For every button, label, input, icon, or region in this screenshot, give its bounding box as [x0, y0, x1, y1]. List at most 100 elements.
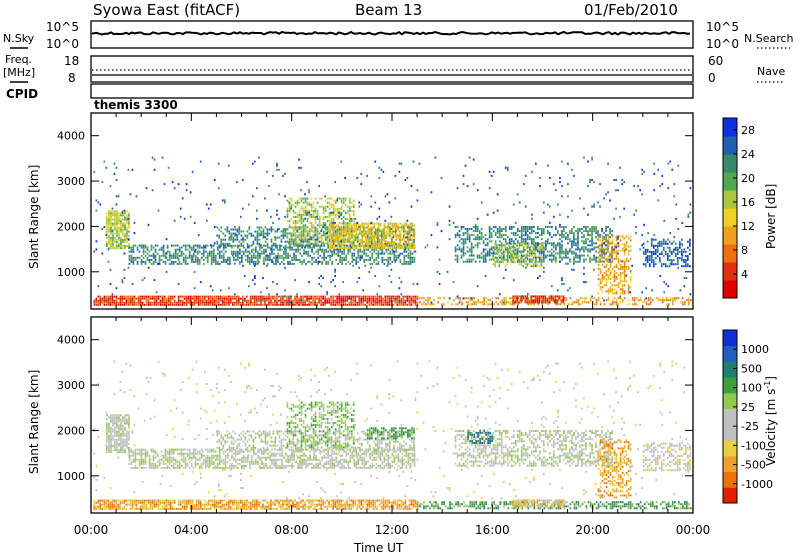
- data-cell: [331, 262, 333, 265]
- data-cell: [114, 247, 116, 250]
- data-cell: [350, 209, 353, 212]
- data-cell: [203, 301, 206, 304]
- data-cell: [383, 234, 386, 237]
- data-cell: [333, 226, 335, 229]
- data-cell: [545, 226, 547, 228]
- data-cell: [190, 246, 193, 249]
- data-cell: [475, 301, 477, 304]
- data-cell: [331, 238, 333, 241]
- data-cell: [196, 250, 199, 253]
- data-cell: [193, 250, 196, 253]
- data-cell: [334, 275, 336, 277]
- data-cell: [553, 242, 555, 245]
- data-cell: [316, 224, 319, 227]
- data-cell: [308, 295, 310, 298]
- data-cell: [526, 295, 529, 298]
- data-cell: [467, 301, 469, 304]
- data-cell: [234, 297, 236, 300]
- data-cell: [294, 279, 296, 282]
- data-cell: [388, 299, 391, 302]
- data-cell: [352, 209, 355, 212]
- data-cell: [185, 301, 188, 304]
- data-cell: [660, 240, 663, 243]
- data-cell: [296, 199, 299, 202]
- data-cell: [623, 263, 626, 266]
- data-cell: [373, 226, 376, 229]
- data-cell: [456, 260, 459, 263]
- data-cell: [310, 238, 312, 241]
- data-cell: [609, 265, 612, 268]
- data-cell: [569, 230, 571, 233]
- data-cell: [356, 303, 359, 306]
- data-cell: [279, 244, 281, 247]
- data-cell: [345, 258, 347, 261]
- data-cell: [510, 238, 513, 241]
- data-cell: [408, 297, 411, 300]
- data-cell: [470, 248, 473, 251]
- data-cell: [150, 248, 153, 251]
- nsearch-tick-top: 10^5: [706, 20, 739, 34]
- data-cell: [370, 299, 373, 302]
- data-cell: [182, 244, 185, 247]
- data-cell: [133, 299, 136, 302]
- data-cell: [615, 255, 618, 258]
- data-cell: [296, 303, 298, 306]
- data-cell: [597, 256, 599, 259]
- data-cell: [144, 246, 147, 249]
- data-cell: [288, 299, 290, 302]
- data-cell: [627, 265, 630, 268]
- data-cell: [338, 215, 340, 218]
- data-cell: [534, 299, 537, 302]
- data-cell: [613, 245, 616, 248]
- data-cell: [126, 218, 128, 221]
- nsky-tick-top: 10^5: [46, 20, 79, 34]
- data-cell: [607, 255, 610, 258]
- data-cell: [106, 216, 108, 219]
- data-cell: [467, 303, 469, 306]
- data-cell: [249, 262, 251, 265]
- data-cell: [292, 203, 295, 206]
- data-cell: [355, 245, 358, 247]
- data-cell: [108, 234, 110, 237]
- data-cell: [619, 274, 622, 277]
- data-cell: [232, 254, 234, 257]
- freq-tick-bottom: 8: [68, 71, 76, 85]
- data-cell: [510, 228, 513, 230]
- data-cell: [213, 179, 216, 181]
- data-cell: [304, 226, 307, 229]
- data-cell: [583, 234, 585, 237]
- data-cell: [348, 213, 351, 216]
- data-cell: [515, 301, 518, 304]
- data-cell: [627, 253, 630, 256]
- nsky-trace: [91, 30, 691, 36]
- data-cell: [615, 239, 618, 242]
- data-cell: [599, 267, 602, 270]
- data-cell: [532, 250, 535, 253]
- data-cell: [383, 232, 386, 235]
- data-cell: [215, 303, 218, 306]
- data-cell: [371, 236, 374, 239]
- data-cell: [593, 230, 595, 233]
- data-cell: [571, 228, 573, 230]
- data-cell: [510, 242, 513, 245]
- data-cell: [431, 303, 433, 306]
- data-cell: [127, 297, 130, 300]
- data-cell: [613, 274, 616, 277]
- data-cell: [377, 250, 380, 253]
- data-cell: [320, 299, 322, 302]
- data-cell: [685, 250, 687, 253]
- data-cell: [242, 264, 244, 267]
- data-cell: [112, 218, 114, 221]
- data-cell: [124, 245, 126, 247]
- data-cell: [488, 258, 491, 261]
- data-cell: [199, 301, 202, 304]
- data-cell: [485, 297, 487, 300]
- data-cell: [395, 245, 398, 247]
- data-cell: [137, 299, 140, 302]
- data-cell: [147, 301, 150, 304]
- data-cell: [474, 244, 477, 247]
- data-cell: [202, 248, 205, 251]
- data-cell: [374, 301, 377, 304]
- data-cell: [506, 246, 509, 249]
- data-cell: [362, 295, 365, 298]
